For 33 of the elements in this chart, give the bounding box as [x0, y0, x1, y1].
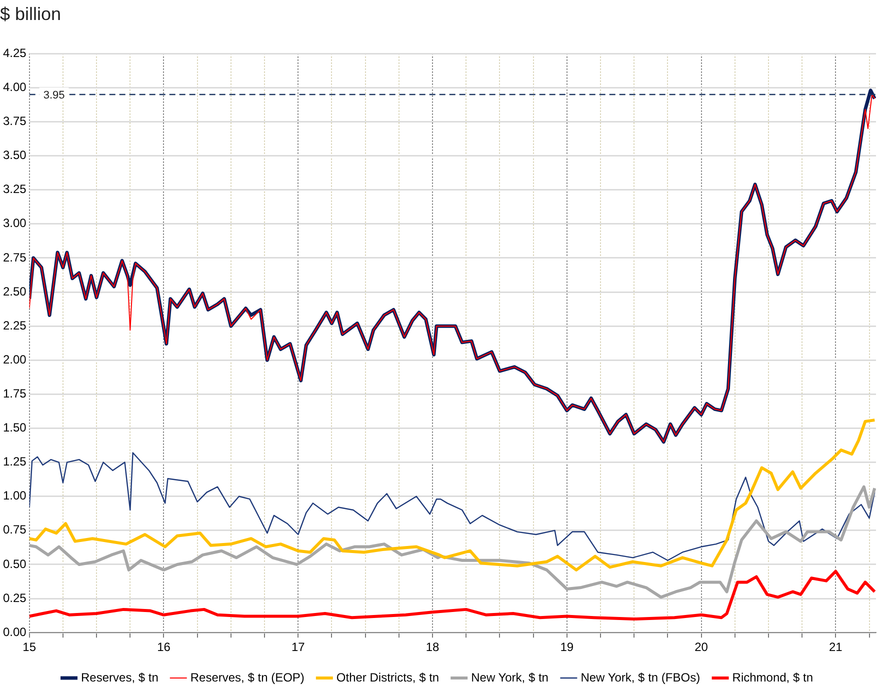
y-axis-title: $ billion [0, 4, 62, 24]
legend-label: New York, $ tn [471, 670, 548, 684]
y-tick-label: 0.25 [2, 590, 27, 605]
legend-label: New York, $ tn (FBOs) [580, 670, 700, 684]
x-tick-label: 21 [829, 640, 843, 654]
legend-label: Reserves, $ tn [81, 670, 158, 684]
y-tick-label: 4.00 [2, 80, 27, 94]
y-tick-label: 0.50 [2, 556, 27, 571]
y-tick-label: 3.25 [2, 182, 27, 196]
legend-label: Richmond, $ tn [732, 670, 814, 684]
y-tick-label: 2.25 [2, 318, 27, 332]
y-tick-label: 3.50 [2, 148, 27, 162]
y-tick-label: 3.75 [2, 114, 27, 128]
y-tick-label: 1.25 [2, 454, 27, 469]
x-tick-label: 20 [694, 640, 708, 654]
y-tick-label: 1.00 [2, 488, 27, 503]
legend-label: Other Districts, $ tn [336, 670, 440, 684]
x-tick-label: 18 [426, 640, 440, 654]
x-tick-label: 17 [291, 640, 306, 654]
y-tick-label: 0.00 [2, 624, 27, 639]
y-tick-label: 4.25 [2, 46, 27, 60]
x-tick-label: 16 [157, 640, 171, 654]
x-tick-label: 15 [22, 640, 36, 654]
y-tick-label: 2.75 [2, 250, 27, 264]
y-tick-label: 3.00 [2, 216, 27, 230]
legend-label: Reserves, $ tn (EOP) [190, 670, 304, 684]
y-tick-label: 1.75 [2, 386, 27, 400]
ref-line-label: 3.95 [43, 90, 65, 102]
y-tick-label: 2.50 [2, 284, 27, 298]
x-tick-label: 19 [560, 640, 574, 654]
y-tick-label: 2.00 [2, 352, 27, 366]
y-tick-label: 0.75 [2, 522, 27, 537]
y-tick-label: 1.50 [2, 420, 27, 435]
